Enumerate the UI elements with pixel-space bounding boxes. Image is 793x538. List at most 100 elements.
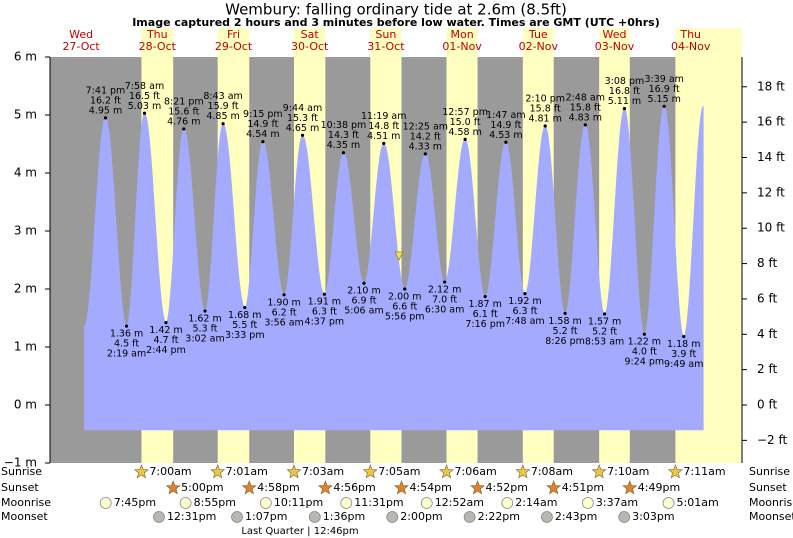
tide-label: 4.7 ft	[153, 335, 178, 346]
sunrise-time: 7:10am	[607, 465, 649, 478]
day-name: Sun	[375, 28, 396, 41]
y2-tick-label: 2 ft	[757, 362, 777, 376]
tide-label: 6.2 ft	[272, 307, 297, 318]
tide-segment	[424, 153, 445, 431]
tide-label: 7.0 ft	[432, 295, 457, 306]
y2-tick-label: 18 ft	[757, 79, 785, 93]
sunset-icon	[546, 480, 562, 495]
tide-label: 1:47 am	[486, 110, 525, 121]
tide-label: 2.12 m	[428, 285, 461, 296]
tide-segment	[663, 105, 685, 431]
tide-point	[543, 124, 547, 128]
y2-tick-label: 10 ft	[757, 221, 785, 235]
tide-segment	[544, 125, 566, 431]
sunset-time: 4:49pm	[638, 481, 680, 494]
day-date: 29-Oct	[215, 40, 253, 53]
y2-tick-label: 6 ft	[757, 291, 777, 305]
moonrise-time: 5:01am	[677, 496, 719, 509]
sunrise-icon	[439, 464, 455, 479]
moonset-icon	[386, 511, 399, 523]
tide-area	[84, 105, 704, 431]
tide-label: 6.3 ft	[312, 307, 337, 318]
sunrise-time: 7:05am	[378, 465, 420, 478]
tide-segment	[126, 112, 145, 431]
y2-tick-label: 14 ft	[757, 150, 785, 164]
tide-segment	[683, 105, 704, 431]
moonrise-icon	[99, 497, 112, 509]
tide-label: 5.03 m	[128, 101, 161, 112]
tide-label: 5.5 ft	[232, 320, 257, 331]
tide-label: 11:19 am	[361, 111, 406, 122]
tide-label: 1.22 m	[628, 337, 661, 348]
tide-label: 3:39 am	[644, 74, 683, 85]
tide-label: 9:24 pm	[625, 357, 665, 368]
moonset-time: 3:03pm	[632, 510, 674, 523]
tide-label: 4.0 ft	[632, 347, 657, 358]
row-label: Sunset	[749, 481, 787, 494]
moonrise-time: 8:55pm	[194, 496, 236, 509]
tide-point	[382, 141, 386, 146]
tide-label: 5:06 am	[344, 306, 383, 317]
tide-label: 14.2 ft	[410, 131, 441, 142]
tide-label: 5:56 pm	[385, 312, 425, 323]
sunrise-time: 7:06am	[455, 465, 497, 478]
tide-segment	[105, 117, 127, 431]
tide-point	[243, 305, 247, 310]
day-name: Mon	[450, 28, 473, 41]
tide-label: 8:53 am	[585, 336, 624, 347]
day-name: Wed	[69, 28, 93, 41]
tide-label: 4.58 m	[448, 127, 481, 138]
tide-label: 15.0 ft	[450, 117, 481, 128]
moonrise-time: 7:45pm	[114, 496, 156, 509]
sunrise-icon	[133, 464, 149, 479]
tide-label: 8:26 pm	[545, 336, 585, 347]
tide-label: 2:48 am	[566, 92, 605, 103]
sunset-time: 4:54pm	[409, 481, 451, 494]
tide-point	[322, 292, 326, 296]
tide-label: 5.3 ft	[193, 324, 218, 335]
y-tick-label: 0 m	[14, 398, 37, 412]
row-label: Moonrise	[1, 496, 51, 509]
tide-label: 2.00 m	[388, 292, 421, 303]
tide-label: 6.6 ft	[392, 302, 417, 313]
y-tick-label: 5 m	[14, 108, 37, 122]
tide-segment	[643, 105, 665, 431]
tide-label: 1.42 m	[149, 325, 182, 336]
sunrise-time: 7:01am	[226, 465, 268, 478]
tide-label: 4.5 ft	[114, 339, 139, 350]
tide-segment	[343, 152, 365, 431]
tide-segment	[383, 142, 406, 431]
sunrise-time: 7:03am	[302, 465, 344, 478]
moonset-icon	[308, 511, 321, 523]
tide-label: 1.68 m	[228, 310, 261, 321]
tide-label: 1.87 m	[468, 299, 501, 310]
tide-label: 4.33 m	[409, 141, 442, 152]
y2-tick-label: 16 ft	[757, 115, 785, 129]
tide-label: 15.6 ft	[168, 106, 199, 117]
tide-label: 7:16 pm	[465, 319, 505, 330]
tide-segment	[324, 152, 344, 431]
tide-label: 4.51 m	[367, 131, 400, 142]
row-label: Moonset	[1, 510, 48, 523]
tide-label: 4:37 pm	[305, 317, 345, 328]
y2-tick-label: 4 ft	[757, 327, 777, 341]
tide-label: 3:33 pm	[225, 330, 265, 341]
tide-segment	[183, 128, 206, 431]
sunset-time: 4:51pm	[562, 481, 604, 494]
tide-point	[603, 312, 607, 316]
sunrise-time: 7:00am	[149, 465, 191, 478]
tide-label: 12:57 pm	[442, 107, 488, 118]
tide-label: 1.90 m	[267, 297, 300, 308]
tide-label: 1.36 m	[110, 329, 143, 340]
tide-label: 14.9 ft	[247, 119, 278, 130]
moonrise-icon	[179, 497, 192, 509]
tide-label: 2:44 pm	[146, 345, 186, 356]
sunrise-time: 7:11am	[683, 465, 725, 478]
tide-label: 16.2 ft	[90, 95, 121, 106]
sunset-icon	[470, 480, 486, 495]
moonrise-icon	[501, 497, 514, 509]
sunrise-icon	[210, 464, 226, 479]
day-date: 31-Oct	[367, 40, 405, 53]
tide-label: 2:19 am	[107, 349, 146, 360]
